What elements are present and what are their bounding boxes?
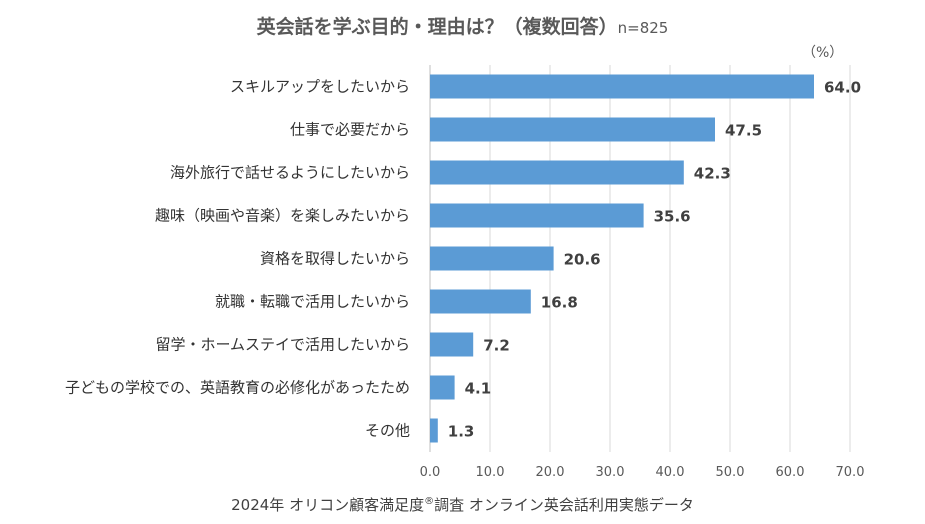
x-tick-label: 50.0 — [716, 465, 745, 480]
registered-mark: ® — [424, 496, 435, 507]
category-label: 留学・ホームステイで活用したいから — [155, 336, 410, 354]
bar — [430, 332, 474, 357]
x-tick-label: 10.0 — [476, 465, 505, 480]
x-tick-label: 60.0 — [776, 465, 805, 480]
x-tick-label: 70.0 — [836, 465, 865, 480]
category-label: その他 — [365, 422, 410, 440]
data-label: 1.3 — [448, 423, 475, 441]
source-prefix: 2024年 オリコン顧客満足度 — [231, 496, 425, 514]
x-tick-label: 30.0 — [596, 465, 625, 480]
bar — [430, 289, 531, 314]
bar — [430, 375, 455, 400]
source-suffix: 調査 オンライン英会話利用実態データ — [434, 496, 694, 514]
category-label: 子どもの学校での、英語教育の必修化があったため — [65, 379, 410, 397]
sample-size: n=825 — [617, 19, 669, 37]
x-tick-label: 40.0 — [656, 465, 685, 480]
chart-title: 英会話を学ぶ目的・理由は？（複数回答）n=825 — [0, 12, 925, 39]
data-label: 64.0 — [824, 79, 861, 97]
unit-label: （%） — [802, 45, 844, 61]
category-label: 海外旅行で話せるようにしたいから — [170, 164, 410, 182]
bar — [430, 74, 814, 99]
bar — [430, 246, 554, 271]
bar — [430, 160, 684, 185]
category-label: スキルアップをしたいから — [230, 78, 410, 96]
source-note: 2024年 オリコン顧客満足度®調査 オンライン英会話利用実態データ — [0, 494, 925, 515]
category-label: 趣味（映画や音楽）を楽しみたいから — [155, 207, 410, 225]
category-label: 仕事で必要だから — [290, 121, 410, 139]
bar — [430, 203, 644, 228]
data-label: 7.2 — [483, 337, 510, 355]
category-label: 就職・転職で活用したいから — [215, 293, 410, 311]
bar — [430, 418, 438, 443]
chart-title-main: 英会話を学ぶ目的・理由は？（複数回答） — [256, 16, 618, 38]
data-label: 47.5 — [725, 122, 762, 140]
data-label: 20.6 — [564, 251, 601, 269]
data-label: 16.8 — [541, 294, 578, 312]
x-tick-label: 0.0 — [420, 465, 441, 480]
data-label: 4.1 — [465, 380, 492, 398]
data-label: 42.3 — [694, 165, 731, 183]
x-tick-label: 20.0 — [536, 465, 565, 480]
data-label: 35.6 — [654, 208, 691, 226]
category-label: 資格を取得したいから — [260, 250, 410, 268]
bar — [430, 117, 715, 142]
